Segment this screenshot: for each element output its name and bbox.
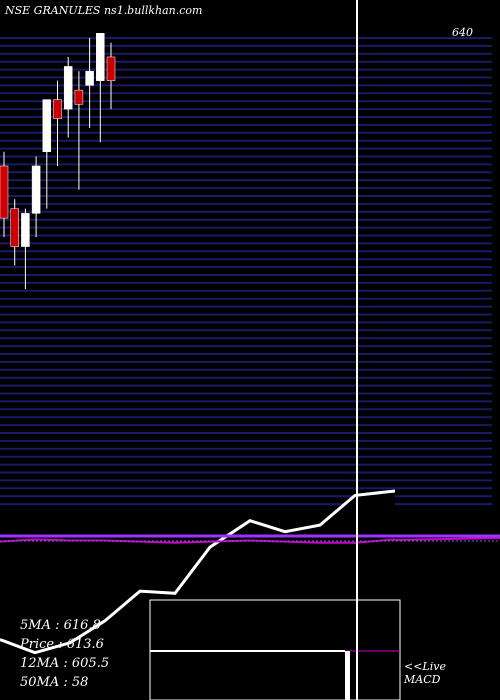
macd-signal-line <box>0 538 396 544</box>
candle-body <box>31 165 41 214</box>
ma5-readout: 5MA : 616.8 <box>20 618 101 633</box>
candle-body <box>85 70 94 86</box>
candle-body <box>53 99 62 119</box>
macd-box-bar <box>345 651 350 700</box>
macd-signal-tail <box>394 537 500 541</box>
ma50-readout: 50MA : 58 <box>20 675 89 690</box>
candle-body <box>106 56 116 81</box>
top-price-label: 640 <box>452 26 473 39</box>
macd-panel <box>0 489 500 655</box>
watermark: NSE GRANULES ns1.bullkhan.com <box>5 4 203 17</box>
ma12-readout: 12MA : 605.5 <box>20 656 110 671</box>
macd-area <box>0 491 395 653</box>
candle-body <box>21 213 30 247</box>
candle-body <box>63 66 73 110</box>
live-panel: <<Live MACD <box>404 660 446 686</box>
candle-body <box>42 99 52 153</box>
macd-label: MACD <box>404 673 441 686</box>
stats-panel: 5MA : 616.8 Price : 613.6 12MA : 605.5 5… <box>20 616 109 692</box>
candle-body <box>74 89 84 105</box>
macd-line <box>0 489 396 655</box>
price-readout: Price : 613.6 <box>20 637 104 652</box>
price-grid <box>0 37 492 506</box>
candle-body <box>96 33 105 81</box>
candlesticks <box>0 33 116 290</box>
live-link[interactable]: <<Live <box>404 660 446 673</box>
candle-body <box>0 165 9 219</box>
candle-body <box>10 208 19 247</box>
